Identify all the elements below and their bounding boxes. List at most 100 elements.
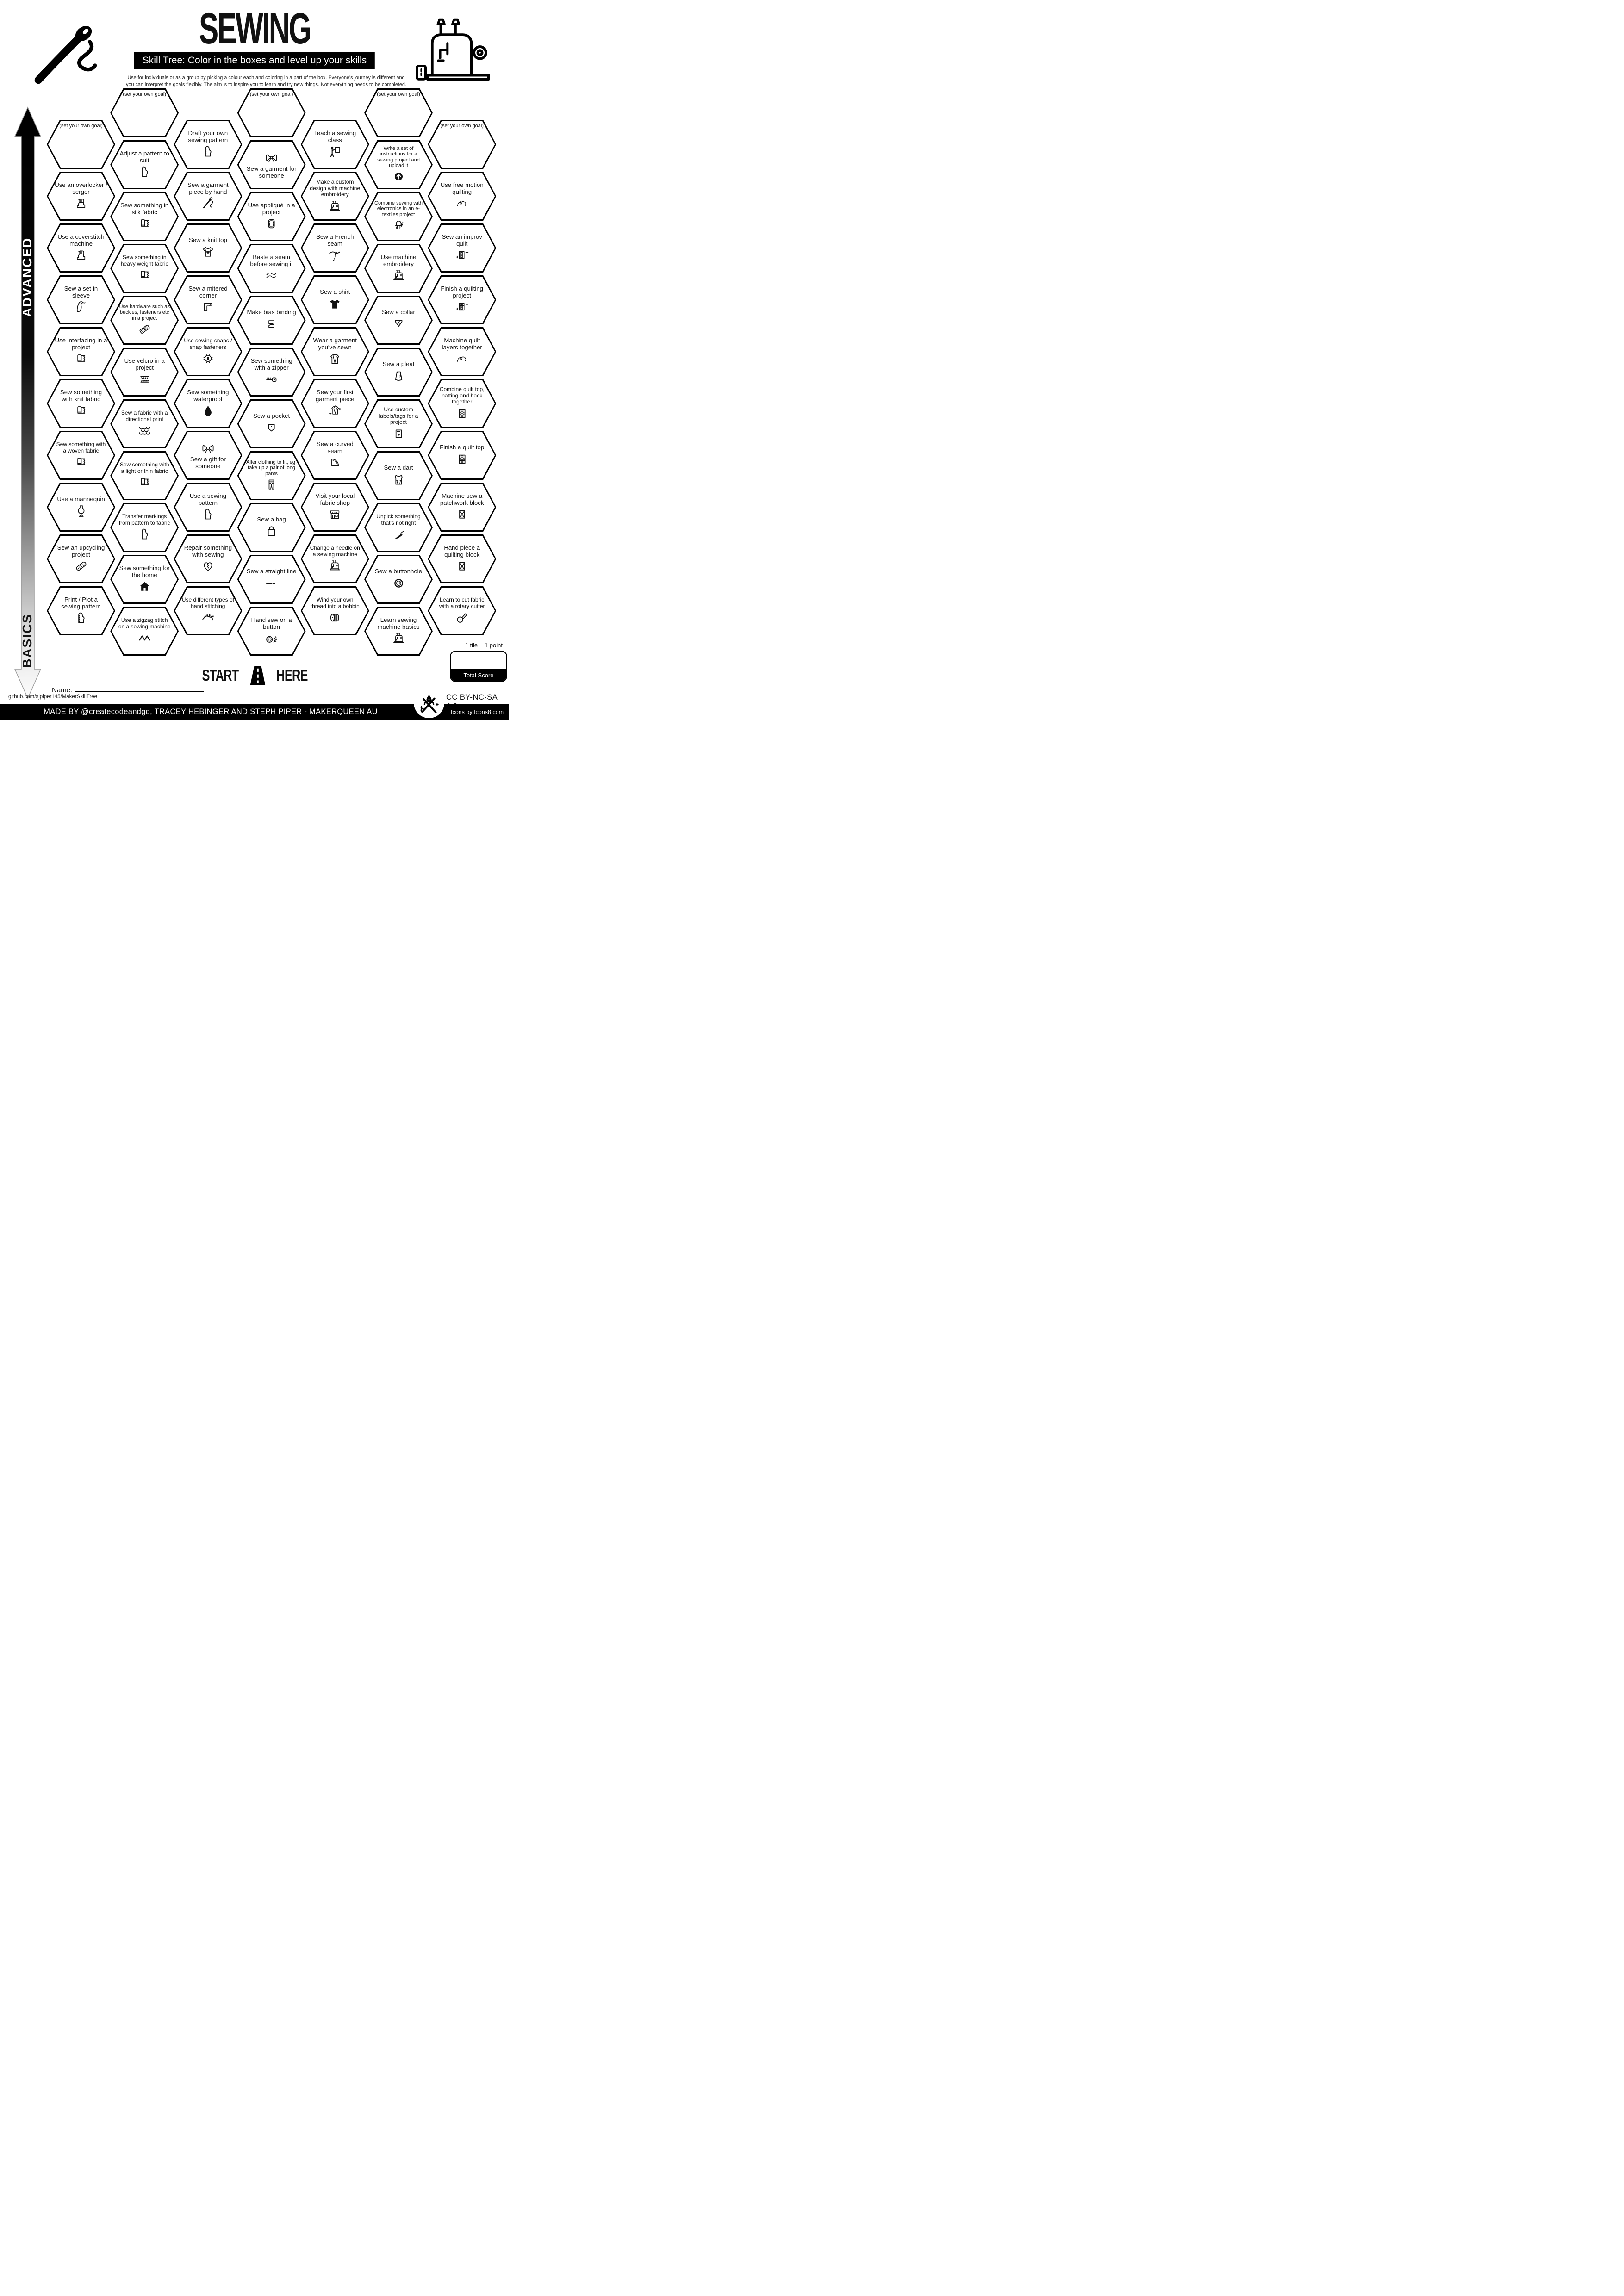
hex-label: Alter clothing to fit, eg. take up a pai… <box>246 459 297 477</box>
hex-tile[interactable]: Hand sew on a button <box>237 607 306 656</box>
hex-tile[interactable]: Sew something in silk fabric <box>110 192 179 241</box>
hex-label: Print / Plot a sewing pattern <box>61 596 101 610</box>
hex-tile[interactable]: Sew a fabric with a directional print <box>110 399 179 448</box>
hex-tile[interactable]: Sew an upcycling project <box>47 534 115 583</box>
hex-tile[interactable]: Sew something with knit fabric <box>47 379 115 428</box>
hex-tile[interactable]: Alter clothing to fit, eg. take up a pai… <box>237 451 306 500</box>
hex-tile[interactable]: Sew something with a light or thin fabri… <box>110 451 179 500</box>
hex-tile[interactable]: Use a zigzag stitch on a sewing machine <box>110 607 179 656</box>
hex-tile[interactable]: Change a needle on a sewing machine <box>300 534 369 583</box>
hex-tile[interactable]: Combine sewing with electronics in an e-… <box>364 192 433 241</box>
hex-tile[interactable]: Sew a garment piece by hand <box>174 172 243 221</box>
hex-tile[interactable]: Baste a seam before sewing it <box>237 244 306 293</box>
hex-tile[interactable]: Repair something with sewing <box>174 534 243 583</box>
hex-tile[interactable]: Wear a garment you've sewn <box>300 327 369 376</box>
hex-tile[interactable]: Use different types of hand stitching <box>174 586 243 635</box>
hex-tile[interactable]: Use velcro in a project <box>110 348 179 397</box>
hex-tile[interactable]: Finish a quilt top <box>428 431 497 480</box>
hex-tile[interactable]: Learn sewing machine basics <box>364 607 433 656</box>
hex-tile[interactable]: Sew your first garment piece <box>300 379 369 428</box>
hex-tile[interactable]: Sew a curved seam <box>300 431 369 480</box>
name-input-line[interactable] <box>75 685 204 692</box>
hex-label: Make bias binding <box>247 309 296 316</box>
total-score-field[interactable] <box>451 652 506 669</box>
hex-tile[interactable]: Machine quilt layers together <box>428 327 497 376</box>
hex-label: Unpick something that's not right <box>376 513 421 526</box>
hex-tile[interactable]: Use sewing snaps / snap fasteners <box>174 327 243 376</box>
hex-tile[interactable]: Use a coverstitch machine <box>47 223 115 273</box>
hex-tile[interactable]: (set your own goal) <box>237 88 306 137</box>
hex-tile[interactable]: Wind your own thread into a bobbin <box>300 586 369 635</box>
start-label: START <box>202 666 239 685</box>
hex-fill <box>48 484 114 530</box>
hex-tile[interactable]: Finish a quilting project <box>428 275 497 324</box>
hex-tile[interactable]: Sew something with a woven fabric <box>47 431 115 480</box>
hex-tile[interactable]: Hand piece a quilting block <box>428 534 497 583</box>
hex-tile[interactable]: Use custom labels/tags for a project <box>364 399 433 448</box>
hex-tile[interactable]: Use an overlocker / serger <box>47 172 115 221</box>
hex-tile[interactable]: (set your own goal) <box>47 120 115 169</box>
hex-tile[interactable]: Draft your own sewing pattern <box>174 120 243 169</box>
icons-credit: Icons by Icons8.com <box>451 708 504 715</box>
hex-tile[interactable]: Sew a mitered corner <box>174 275 243 324</box>
hex-tile[interactable]: Learn to cut fabric with a rotary cutter <box>428 586 497 635</box>
hex-tile[interactable]: Use appliqué in a project <box>237 192 306 241</box>
hex-tile[interactable]: Sew something for the home <box>110 555 179 604</box>
hex-label: Use an overlocker / serger <box>55 181 107 195</box>
hex-label: Sew a buttonhole <box>375 568 422 575</box>
hex-tile[interactable]: Use machine embroidery <box>364 244 433 293</box>
hex-tile[interactable]: Sew something in heavy weight fabric <box>110 244 179 293</box>
hex-tile[interactable]: Sew a buttonhole <box>364 555 433 604</box>
hex-tile[interactable]: Print / Plot a sewing pattern <box>47 586 115 635</box>
hex-tile[interactable]: Sew something waterproof <box>174 379 243 428</box>
hex-tile[interactable]: Unpick something that's not right <box>364 503 433 552</box>
hex-tile[interactable]: Sew an improv quilt <box>428 223 497 273</box>
fabric-icon <box>77 354 85 362</box>
hex-tile[interactable]: Use a mannequin <box>47 483 115 532</box>
hex-tile[interactable]: Sew a garment for someone <box>237 140 306 189</box>
hex-tile[interactable]: Write a set of instructions for a sewing… <box>364 140 433 189</box>
hex-tile[interactable]: Sew a French seam <box>300 223 369 273</box>
hex-tile[interactable]: Transfer markings from pattern to fabric <box>110 503 179 552</box>
hex-tile[interactable]: (set your own goal) <box>110 88 179 137</box>
hex-tile[interactable]: Combine quilt top, batting and back toge… <box>428 379 497 428</box>
hex-tile[interactable]: Sew a collar <box>364 296 433 345</box>
hex-tile[interactable]: Sew a shirt <box>300 275 369 324</box>
hex-label: Sew a set-in sleeve <box>64 285 98 299</box>
hex-tile[interactable]: (set your own goal) <box>428 120 497 169</box>
hex-tile[interactable]: Machine sew a patchwork block <box>428 483 497 532</box>
hex-tile[interactable]: Teach a sewing class <box>300 120 369 169</box>
hex-fill <box>175 588 241 634</box>
hex-tile[interactable]: Sew a set-in sleeve <box>47 275 115 324</box>
hex-tile[interactable]: (set your own goal) <box>364 88 433 137</box>
hex-tile[interactable]: Adjust a pattern to suit <box>110 140 179 189</box>
hex-tile[interactable]: Sew a gift for someone <box>174 431 243 480</box>
hex-tile[interactable]: Sew a knit top <box>174 223 243 273</box>
machine-icon <box>393 633 404 643</box>
hex-tile[interactable]: Sew a straight line <box>237 555 306 604</box>
hex-tile[interactable]: Sew something with a zipper <box>237 348 306 397</box>
hex-tile[interactable]: Visit your local fabric shop <box>300 483 369 532</box>
tshirt-icon <box>330 299 340 309</box>
hex-fill <box>429 380 495 427</box>
bandage-icon <box>76 562 86 571</box>
hex-tile[interactable]: Use interfacing in a project <box>47 327 115 376</box>
hex-fill <box>175 173 241 219</box>
hex-tile[interactable]: Make a custom design with machine embroi… <box>300 172 369 221</box>
hex-tile[interactable]: Sew a pocket <box>237 399 306 448</box>
hex-label: Finish a quilting project <box>441 285 483 299</box>
hex-tile[interactable]: Sew a dart <box>364 451 433 500</box>
hex-tile[interactable]: Sew a bag <box>237 503 306 552</box>
sewing-machine-icon <box>416 18 490 81</box>
hex-fill <box>48 432 114 478</box>
hex-tile[interactable]: Make bias binding <box>237 296 306 345</box>
heart-mend-icon <box>204 562 212 571</box>
hex-tile[interactable]: Use a sewing pattern <box>174 483 243 532</box>
poster-page: SEWING Skill Tree: Color in the boxes an… <box>0 0 509 720</box>
hex-tile[interactable]: Use hardware such as buckles, fasteners … <box>110 296 179 345</box>
patch-x-icon <box>459 562 465 571</box>
hex-tile[interactable]: Sew a pleat <box>364 348 433 397</box>
hex-tile[interactable]: Use free motion quilting <box>428 172 497 221</box>
hex-fill <box>366 245 431 292</box>
hex-fill <box>366 401 431 447</box>
